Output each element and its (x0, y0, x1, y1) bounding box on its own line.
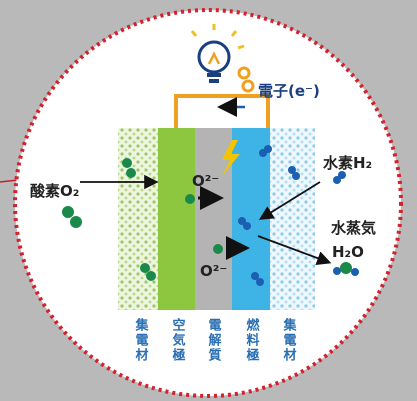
terminal (237, 66, 251, 80)
electron-label: 電子(e⁻) (258, 82, 320, 100)
hydrogen-label: 水素H₂ (323, 154, 372, 172)
hydrogen-arrow (258, 181, 321, 220)
collector-right (270, 128, 315, 310)
layer-label: 集電材 (281, 317, 298, 363)
wire (174, 94, 270, 128)
layer-label: 集電材 (133, 317, 150, 363)
molecules (62, 145, 359, 286)
steam-formula: H₂O (332, 243, 364, 261)
oxide-ion-label: O²⁻ (192, 172, 219, 190)
cathode (158, 128, 195, 310)
layer-label: 空気極 (170, 317, 187, 363)
steam-arrow (257, 235, 332, 265)
layer-label: 電解質 (206, 318, 223, 363)
spark (222, 140, 240, 176)
layer-label: 燃料極 (244, 317, 261, 363)
oxygen-label: 酸素O₂ (30, 182, 79, 200)
steam-label: 水蒸気 (331, 219, 376, 237)
terminal (241, 79, 255, 93)
bulb-icon (190, 24, 245, 83)
oxide-ion-label: O²⁻ (200, 262, 227, 280)
collector-left (118, 128, 158, 310)
